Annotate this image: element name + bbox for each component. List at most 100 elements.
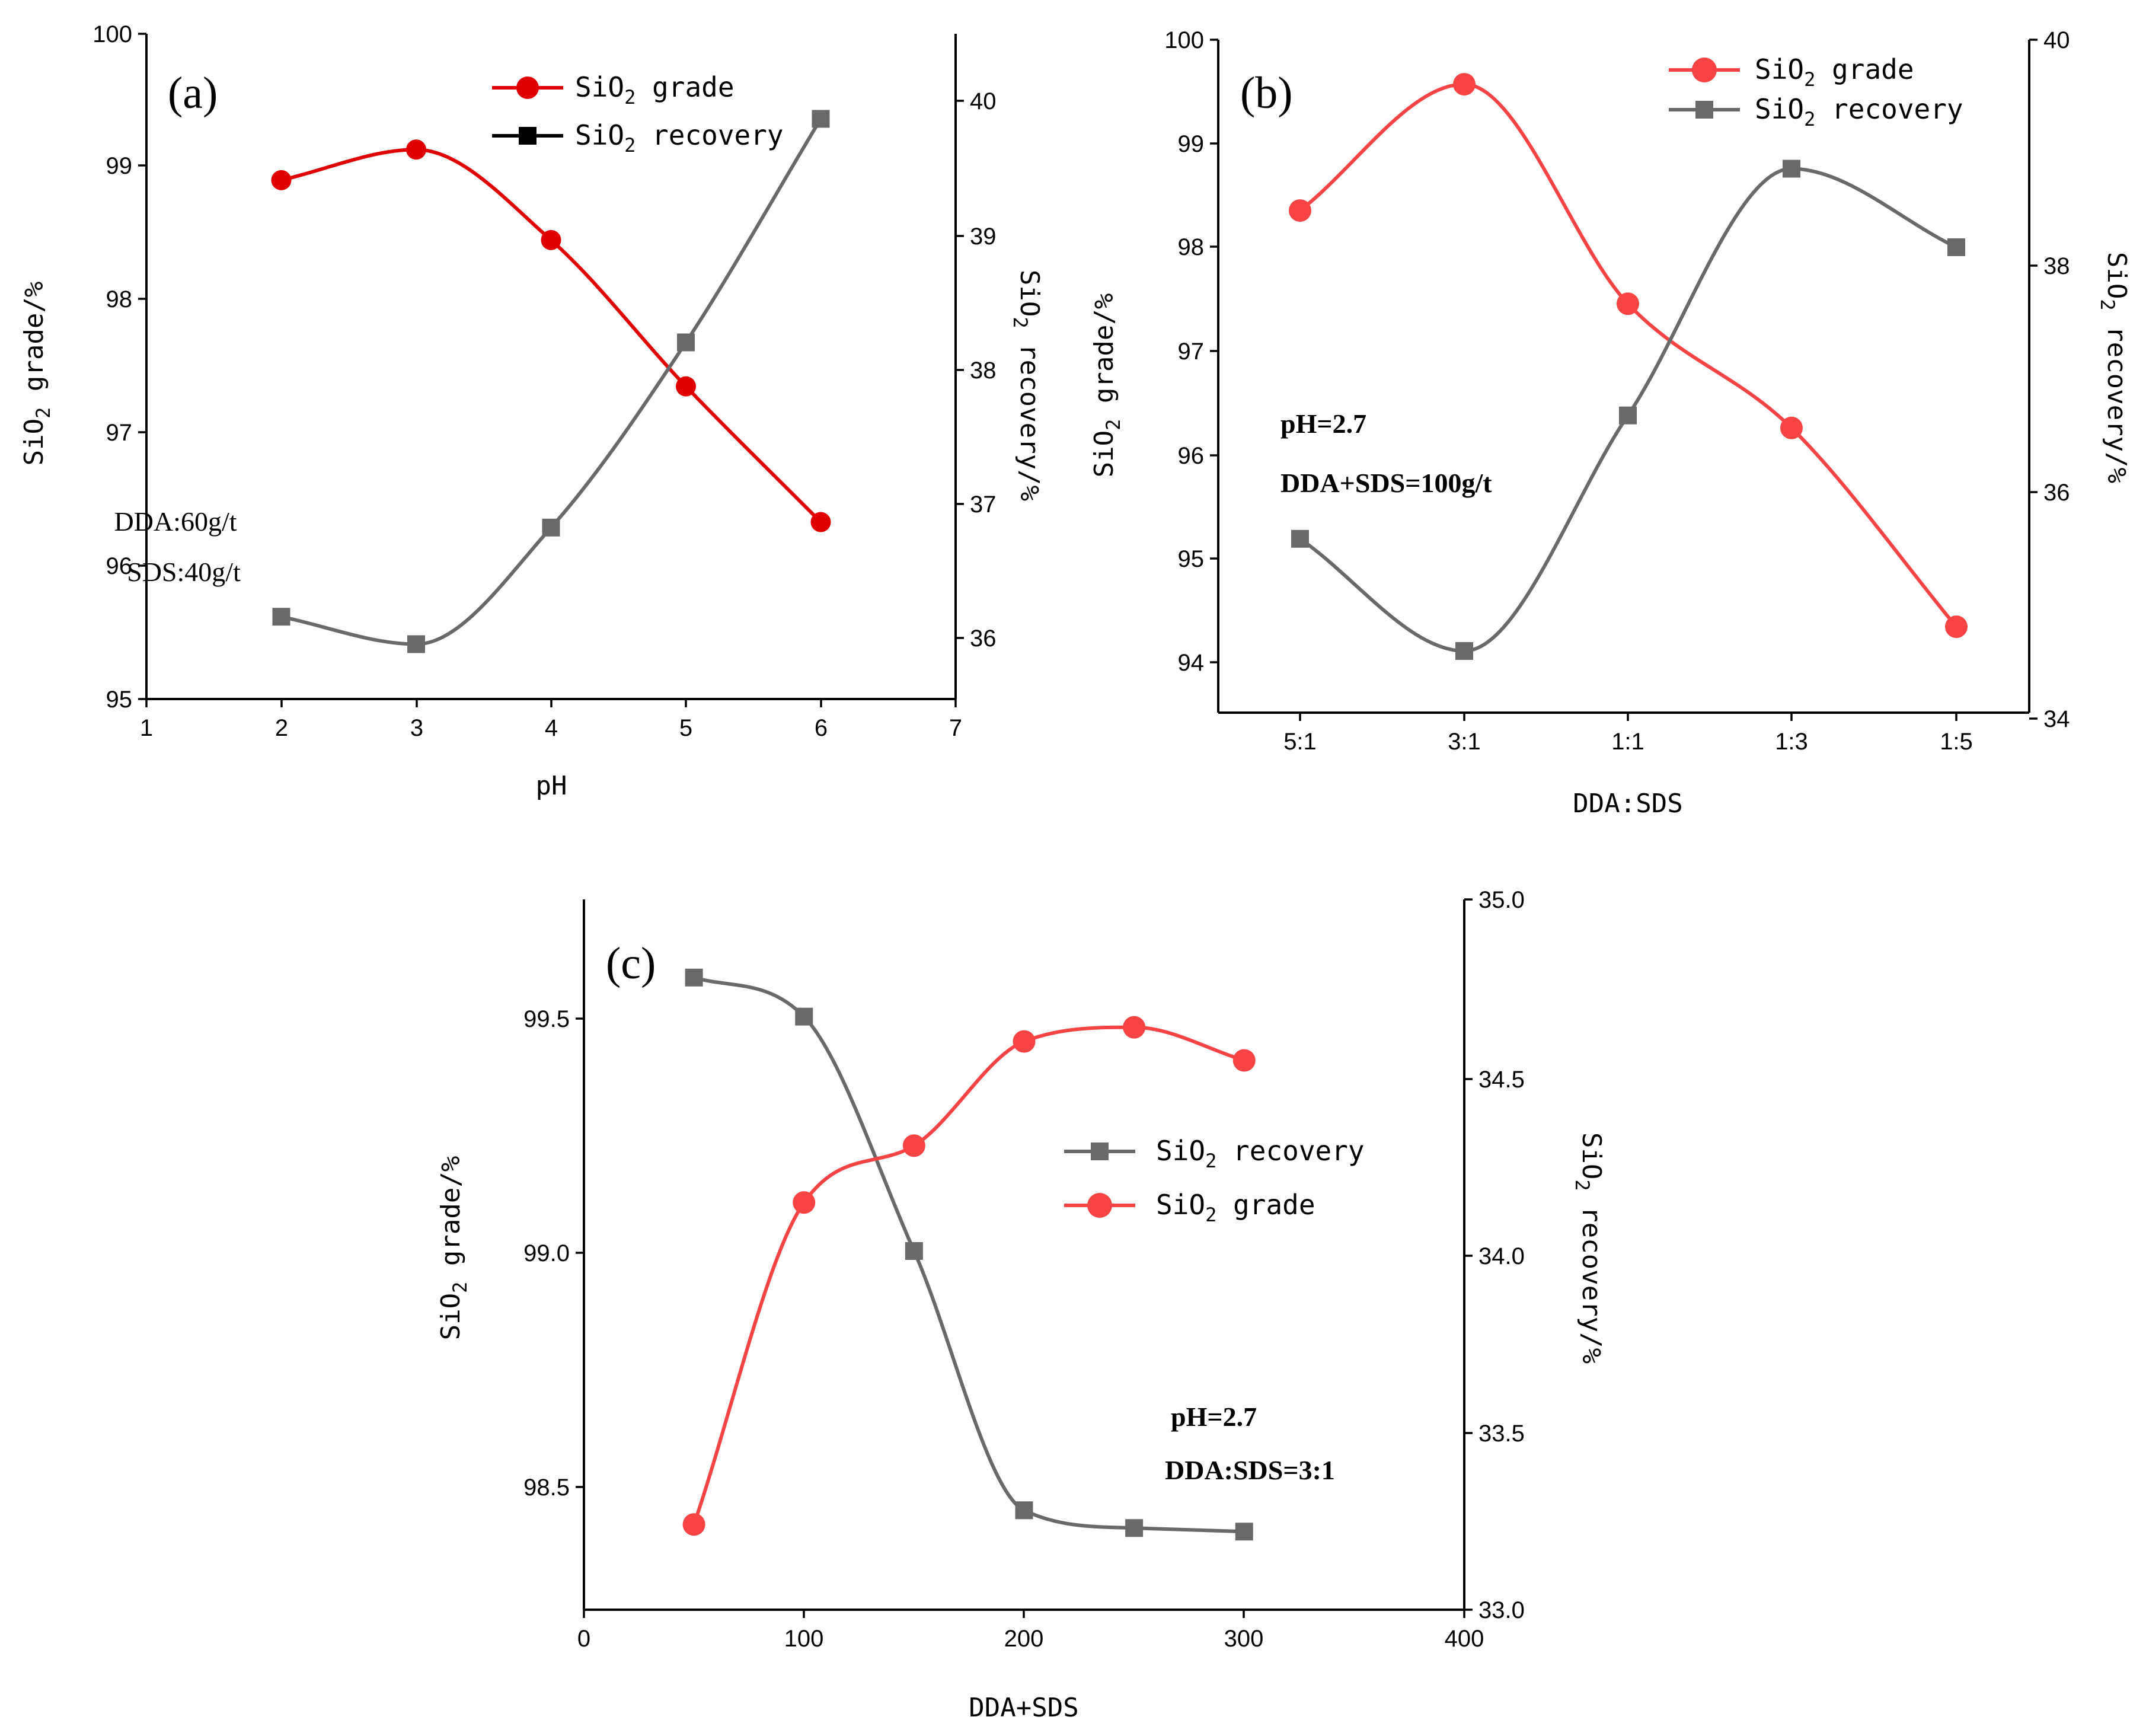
- recovery-point: [795, 1007, 813, 1026]
- x-tick-label: 1:5: [1940, 729, 1973, 755]
- legend-marker: [1692, 58, 1717, 82]
- y-left-axis-title: SiO2 grade/%: [1089, 293, 1125, 478]
- panel-a: 1 2 3 4 5 6 7 95 96 97 98 99 100 36 37 38 39 40 pH SiO2 gra…: [19, 21, 1045, 801]
- x-tick-label: 5:1: [1283, 729, 1317, 755]
- annotation: DDA:SDS=3:1: [1165, 1455, 1335, 1485]
- x-axis-title: DDA+SDS: [969, 1693, 1078, 1723]
- y-right-tick-label: 33.5: [1478, 1421, 1525, 1447]
- panel-label: (c): [606, 939, 656, 988]
- annotation: DDA+SDS=100g/t: [1280, 468, 1492, 498]
- grade-point: [1780, 416, 1803, 439]
- legend-label: SiO2 recovery: [575, 119, 784, 157]
- series-line-grade: [692, 1025, 1245, 1526]
- legend-marker: [516, 76, 539, 99]
- y-right-tick-label: 37: [970, 492, 997, 518]
- recovery-point: [1291, 529, 1309, 548]
- y-left-tick-label: 98.5: [523, 1475, 570, 1501]
- grade-point: [682, 1513, 705, 1536]
- recovery-point: [1619, 406, 1637, 425]
- recovery-point: [1015, 1501, 1033, 1520]
- series-line-recovery: [280, 117, 823, 646]
- x-axis-title: DDA:SDS: [1573, 789, 1682, 819]
- grade-point: [1232, 1049, 1256, 1072]
- y-left-tick-label: 98: [106, 286, 133, 312]
- x-tick-label: 0: [577, 1626, 590, 1652]
- y-left-tick-label: 99: [1178, 131, 1205, 157]
- legend-label: SiO2 grade: [575, 71, 735, 108]
- grade-point: [902, 1134, 925, 1157]
- grade-point: [793, 1191, 816, 1214]
- annotation: pH=2.7: [1171, 1402, 1257, 1432]
- recovery-point: [905, 1242, 923, 1260]
- panel-b: 5:1 3:1 1:1 1:3 1:5 94 95 96 97 98 99 100 34 36 38 40 DD…: [1089, 27, 2132, 819]
- x-tick-label: 100: [784, 1626, 824, 1652]
- y-left-tick-label: 99.0: [523, 1240, 570, 1266]
- grade-point: [1453, 73, 1476, 96]
- legend-label: SiO2 recovery: [1755, 93, 1963, 130]
- y-left-tick-label: 96: [106, 553, 133, 579]
- grade-point: [1617, 292, 1639, 315]
- grade-point: [1289, 199, 1311, 222]
- series-line-grade: [1299, 82, 1958, 628]
- recovery-point: [685, 968, 703, 987]
- y-right-tick-label: 40: [970, 88, 997, 114]
- y-right-tick-label: 36: [970, 626, 997, 652]
- legend-label: SiO2 grade: [1755, 53, 1914, 91]
- annotation: pH=2.7: [1280, 409, 1366, 439]
- x-tick-label: 1: [140, 715, 153, 741]
- y-right-tick-label: 40: [2043, 27, 2070, 53]
- series-line-recovery: [693, 975, 1244, 1534]
- x-tick-label: 4: [545, 715, 558, 741]
- y-left-tick-label: 96: [1178, 443, 1205, 469]
- panel-c: 0 100 200 300 400 98.5 99.0 99.5 33.0 33.5 34.0 34.…: [436, 887, 1607, 1723]
- x-tick-label: 3: [410, 715, 423, 741]
- grade-point: [406, 139, 426, 160]
- y-left-tick-label: 99: [106, 153, 133, 179]
- panel-label: (b): [1240, 68, 1293, 118]
- recovery-point: [1125, 1519, 1144, 1537]
- x-tick-label: 1:1: [1611, 729, 1644, 755]
- grade-point: [676, 376, 696, 397]
- annotation: DDA:60g/t: [114, 506, 237, 537]
- y-left-tick-label: 95: [106, 687, 133, 713]
- y-left-tick-label: 100: [1164, 27, 1204, 53]
- series-line-grade: [280, 148, 822, 524]
- grade-point: [1123, 1016, 1146, 1039]
- y-left-tick-label: 94: [1178, 650, 1205, 676]
- grade-point: [541, 229, 561, 250]
- legend-marker: [519, 127, 536, 145]
- grade-point: [1013, 1030, 1036, 1053]
- y-left-tick-label: 95: [1178, 546, 1205, 572]
- x-tick-label: 3:1: [1448, 729, 1481, 755]
- annotation: SDS:40g/t: [127, 557, 241, 587]
- y-left-axis-title: SiO2 grade/%: [19, 282, 55, 466]
- y-right-axis-title: SiO2 recovery/%: [2096, 252, 2132, 483]
- y-right-tick-label: 34.5: [1478, 1067, 1525, 1093]
- y-right-axis-title: SiO2 recovery/%: [1009, 270, 1045, 501]
- y-left-tick-label: 97: [1178, 339, 1205, 365]
- y-right-tick-label: 33.0: [1478, 1597, 1525, 1623]
- x-tick-label: 300: [1224, 1626, 1264, 1652]
- panel-label: (a): [168, 68, 218, 118]
- grade-point: [810, 512, 831, 532]
- x-tick-label: 5: [679, 715, 692, 741]
- recovery-point: [542, 518, 560, 537]
- recovery-point: [1455, 642, 1473, 660]
- x-tick-label: 7: [949, 715, 962, 741]
- grade-point: [1945, 615, 1968, 639]
- y-right-tick-label: 36: [2043, 480, 2070, 506]
- recovery-point: [1235, 1523, 1253, 1541]
- legend-marker: [1091, 1143, 1109, 1160]
- legend-label: SiO2 recovery: [1156, 1135, 1365, 1172]
- y-left-tick-label: 98: [1178, 234, 1205, 260]
- recovery-point: [407, 635, 425, 653]
- y-right-tick-label: 39: [970, 224, 997, 250]
- x-tick-label: 6: [815, 715, 828, 741]
- recovery-point: [272, 608, 290, 626]
- x-axis-title: pH: [536, 771, 567, 801]
- y-left-tick-label: 99.5: [523, 1006, 570, 1032]
- y-right-tick-label: 34.0: [1478, 1243, 1525, 1269]
- y-left-tick-label: 100: [92, 21, 132, 47]
- legend-marker: [1695, 101, 1713, 119]
